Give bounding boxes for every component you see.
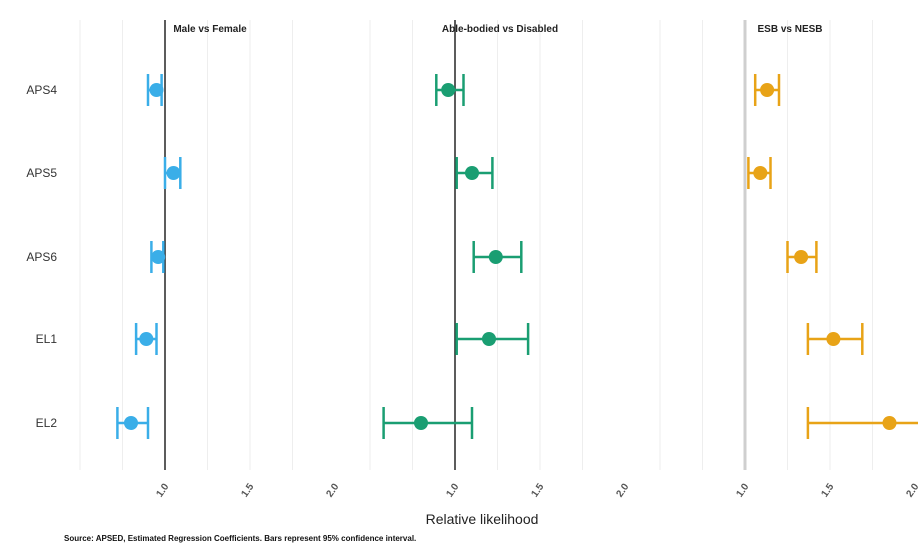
- row-label-el2: EL2: [36, 416, 58, 430]
- panel-2-estimate-point-el2: [414, 416, 428, 430]
- panel-3-estimate-point-el2: [882, 416, 897, 430]
- panel-3-estimate-point-el1: [826, 332, 841, 346]
- labels: Relative likelihood Source: APSED, Estim…: [26, 24, 918, 543]
- row-label-aps5: APS5: [26, 166, 57, 180]
- row-label-el1: EL1: [36, 332, 58, 346]
- panel-1-tick-label: 1.5: [239, 481, 256, 499]
- source-note: Source: APSED, Estimated Regression Coef…: [64, 534, 416, 543]
- data-marks: [116, 74, 918, 439]
- panel-2-estimate-point-el1: [482, 332, 496, 346]
- panel-3-tick-label: 2.0: [904, 481, 918, 499]
- row-label-aps4: APS4: [26, 83, 57, 97]
- row-label-aps6: APS6: [26, 250, 57, 264]
- panel-2-estimate-point-aps5: [465, 166, 479, 180]
- panel-1-estimate-point-aps5: [166, 166, 181, 180]
- panel-2-estimate-point-aps6: [488, 250, 503, 264]
- panel-3-tick-label: 1.0: [734, 481, 751, 499]
- panel-3-title: ESB vs NESB: [757, 24, 822, 35]
- panel-2-tick-label: 1.0: [444, 481, 461, 499]
- grid-layer: [79, 20, 873, 470]
- x-axis-title: Relative likelihood: [426, 511, 539, 527]
- panel-2-tick-label: 1.5: [529, 481, 546, 499]
- panel-3-estimate-point-aps6: [794, 250, 809, 264]
- panel-3-estimate-point-aps5: [753, 166, 768, 180]
- panel-2-tick-label: 2.0: [614, 481, 631, 499]
- panel-3-tick-label: 1.5: [819, 481, 836, 499]
- panel-1-estimate-point-aps4: [149, 83, 164, 97]
- panel-1-tick-label: 2.0: [324, 481, 341, 499]
- reference-lines: [164, 20, 747, 470]
- panel-3-estimate-point-aps4: [760, 83, 775, 97]
- panel-1-estimate-point-el1: [139, 332, 154, 346]
- panel-1-tick-label: 1.0: [154, 481, 171, 499]
- panel-1-estimate-point-aps6: [151, 250, 166, 264]
- panel-1-estimate-point-el2: [124, 416, 138, 430]
- panel-2-title: Able-bodied vs Disabled: [442, 24, 558, 35]
- panel-2-estimate-point-aps4: [441, 83, 456, 97]
- panel-1-title: Male vs Female: [173, 24, 247, 35]
